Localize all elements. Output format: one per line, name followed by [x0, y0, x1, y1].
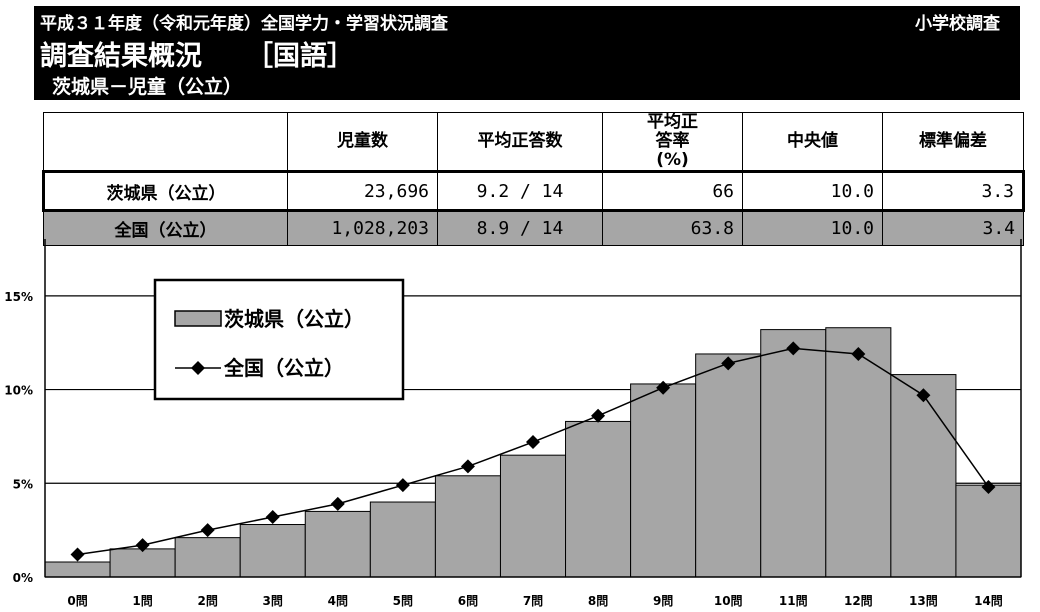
score-distribution-chart: 茨城県（公立） 全国（公立） 0% 5% 10% 15% 0問 1問 2問 3問 4問 5問 6問 7問…	[4, 239, 1022, 608]
column-header: 児童数	[287, 112, 438, 172]
line-point	[200, 523, 215, 538]
result-title-text: 調査結果概況	[40, 41, 202, 72]
cell-median: 10.0	[742, 170, 883, 212]
column-header: 平均正答数	[437, 112, 603, 172]
line-point	[981, 480, 996, 495]
bar	[825, 327, 892, 578]
line-point	[330, 496, 345, 511]
table-row: 全国（公立） 1,028,203 8.9 / 14 63.8 10.0 3.4	[43, 210, 1024, 246]
line-point	[265, 510, 280, 525]
x-tick-label: 13問	[909, 594, 938, 608]
line-point	[851, 346, 866, 361]
bar	[630, 383, 697, 578]
x-tick-label: 10問	[714, 594, 743, 608]
x-tick-label: 12問	[844, 594, 873, 608]
bar	[239, 524, 306, 578]
row-label: 茨城県（公立）	[42, 170, 288, 212]
cell-count: 23,696	[287, 170, 438, 212]
bar	[174, 537, 241, 578]
y-tick-label: 0%	[13, 571, 33, 585]
legend-swatch-marker	[191, 361, 205, 375]
line-point	[460, 459, 475, 474]
x-tick-label: 5問	[393, 594, 413, 608]
column-header-rate: 平均正答率(%)	[647, 112, 698, 170]
bar	[565, 420, 632, 578]
report-header: 平成３１年度（令和元年度）全国学力・学習状況調査 小学校調査 調査結果概況 ［国語…	[34, 6, 1020, 100]
x-tick-label: 3問	[263, 594, 283, 608]
y-tick-label: 5%	[13, 477, 33, 491]
line-point	[591, 408, 606, 423]
axis-layer: 0% 5% 10% 15% 0問 1問 2問 3問 4問 5問 6問 7問 8問 9問 10問 11問 12問 1…	[4, 239, 1022, 608]
x-tick-label: 7問	[523, 594, 543, 608]
row-label: 全国（公立）	[43, 210, 288, 246]
bar	[499, 454, 567, 578]
x-tick-label: 2問	[197, 594, 217, 608]
legend: 茨城県（公立） 全国（公立）	[153, 278, 405, 401]
bar	[760, 329, 827, 578]
line-point	[395, 478, 410, 493]
bar	[890, 374, 957, 578]
line-point	[916, 388, 931, 403]
bar	[434, 475, 501, 578]
cell-median: 10.0	[742, 210, 883, 246]
bar-layer	[44, 327, 1022, 578]
x-tick-label: 6問	[458, 594, 478, 608]
line-point	[526, 435, 540, 450]
x-tick-label: 8問	[588, 594, 608, 608]
line-point	[135, 538, 150, 553]
cell-avg-correct: 8.9 / 14	[437, 210, 603, 246]
legend-box	[153, 278, 405, 401]
x-tick-label: 14問	[974, 594, 1003, 608]
x-tick-label: 9問	[653, 594, 673, 608]
bar	[369, 501, 436, 578]
bar	[44, 561, 111, 578]
cell-avg-rate: 66	[602, 170, 743, 212]
stats-table: 児童数 平均正答数 平均正答率(%) 中央値 標準偏差 茨城県（公立） 23,6…	[42, 112, 1025, 246]
y-tick-label: 15%	[4, 290, 33, 304]
column-header: 中央値	[742, 112, 883, 172]
cell-std-dev: 3.4	[882, 210, 1024, 246]
subject-label: ［国語］	[246, 41, 354, 72]
cell-avg-rate: 63.8	[602, 210, 743, 246]
result-title: 調査結果概況 ［国語］	[40, 34, 354, 73]
line-layer	[70, 341, 996, 562]
column-header: 標準偏差	[882, 112, 1024, 172]
line-point	[656, 380, 671, 395]
table-row: 茨城県（公立） 23,696 9.2 / 14 66 10.0 3.3	[42, 170, 1025, 212]
header-empty-cell	[43, 112, 288, 172]
legend-swatch-bar	[174, 310, 222, 327]
cell-std-dev: 3.3	[882, 170, 1025, 212]
bar	[695, 353, 762, 578]
y-tick-label: 10%	[4, 384, 33, 398]
x-tick-label: 0問	[67, 594, 87, 608]
column-header: 平均正答率(%)	[602, 112, 743, 172]
x-tick-label: 11問	[779, 594, 808, 608]
line-point	[786, 341, 801, 356]
line-point	[70, 547, 85, 562]
school-type-label: 小学校調査	[915, 14, 1000, 34]
bar	[955, 484, 1022, 578]
survey-title: 平成３１年度（令和元年度）全国学力・学習状況調査	[40, 14, 448, 34]
bar	[304, 510, 371, 578]
line-point	[721, 356, 736, 371]
cell-avg-correct: 9.2 / 14	[437, 170, 603, 212]
bar	[109, 548, 176, 578]
legend-label: 茨城県（公立）	[224, 307, 364, 331]
x-tick-label: 4問	[328, 594, 348, 608]
legend-label: 全国（公立）	[223, 356, 344, 380]
x-tick-label: 1問	[132, 594, 152, 608]
table-header-row: 児童数 平均正答数 平均正答率(%) 中央値 標準偏差	[43, 112, 1024, 172]
population-label: 茨城県－児童（公立）	[52, 76, 243, 98]
